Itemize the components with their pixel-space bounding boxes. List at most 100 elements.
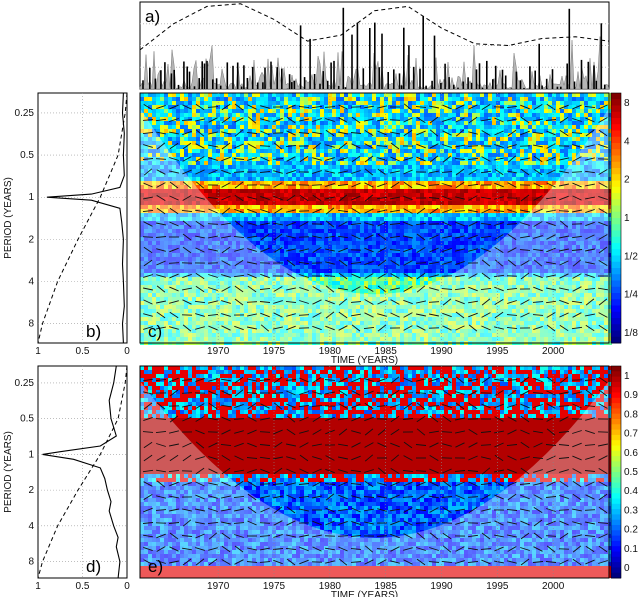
heatmap-cell [280, 137, 284, 141]
heatmap-cell [292, 245, 296, 249]
heatmap-cell [188, 217, 192, 221]
heatmap-cell [544, 153, 548, 157]
heatmap-cell [596, 201, 600, 205]
heatmap-cell [276, 181, 280, 185]
heatmap-cell [580, 217, 584, 221]
heatmap-cell [420, 241, 424, 245]
heatmap-cell [604, 205, 608, 209]
heatmap-cell [364, 241, 368, 245]
heatmap-cell [592, 161, 596, 165]
heatmap-cell [388, 101, 392, 105]
heatmap-cell [276, 197, 280, 201]
heatmap-cell [500, 141, 504, 145]
heatmap-cell [428, 149, 432, 153]
heatmap-cell [496, 145, 500, 149]
heatmap-cell [336, 125, 340, 129]
heatmap-cell [348, 233, 352, 237]
heatmap-cell [476, 197, 480, 201]
heatmap-cell [464, 193, 468, 197]
heatmap-cell [568, 145, 572, 149]
heatmap-cell [580, 201, 584, 205]
heatmap-cell [228, 209, 232, 213]
heatmap-cell [356, 253, 360, 257]
heatmap-cell [448, 161, 452, 165]
heatmap-cell [608, 213, 612, 217]
heatmap-cell [588, 169, 592, 173]
heatmap-cell [188, 181, 192, 185]
heatmap-cell [504, 197, 508, 201]
heatmap-cell [324, 245, 328, 249]
heatmap-cell [200, 137, 204, 141]
heatmap-cell [512, 117, 516, 121]
heatmap-cell [468, 113, 472, 117]
heatmap-cell [436, 209, 440, 213]
heatmap-cell [376, 241, 380, 245]
heatmap-cell [220, 221, 224, 225]
heatmap-cell [352, 173, 356, 177]
heatmap-cell [484, 149, 488, 153]
heatmap-cell [200, 109, 204, 113]
heatmap-cell [288, 185, 292, 189]
heatmap-cell [344, 117, 348, 121]
heatmap-cell [544, 121, 548, 125]
heatmap-cell [288, 133, 292, 137]
heatmap-cell [376, 237, 380, 241]
heatmap-cell [560, 177, 564, 181]
heatmap-cell [224, 193, 228, 197]
heatmap-cell [432, 141, 436, 145]
heatmap-cell [324, 121, 328, 125]
heatmap-cell [588, 129, 592, 133]
heatmap-cell [280, 241, 284, 245]
heatmap-cell [284, 245, 288, 249]
heatmap-cell [140, 113, 144, 117]
heatmap-cell [508, 225, 512, 229]
heatmap-cell [148, 105, 152, 109]
heatmap-cell [324, 125, 328, 129]
heatmap-cell [372, 121, 376, 125]
heatmap-cell [324, 149, 328, 153]
heatmap-cell [492, 233, 496, 237]
heatmap-cell [320, 145, 324, 149]
heatmap-cell [292, 253, 296, 257]
heatmap-cell [260, 225, 264, 229]
heatmap-cell [296, 181, 300, 185]
heatmap-cell [192, 133, 196, 137]
heatmap-cell [388, 157, 392, 161]
heatmap-cell [328, 225, 332, 229]
heatmap-cell [184, 229, 188, 233]
heatmap-cell [412, 145, 416, 149]
heatmap-cell [388, 209, 392, 213]
heatmap-cell [400, 141, 404, 145]
heatmap-cell [476, 157, 480, 161]
heatmap-cell [484, 213, 488, 217]
heatmap-cell [232, 165, 236, 169]
heatmap-cell [456, 125, 460, 129]
heatmap-cell [180, 161, 184, 165]
heatmap-cell [384, 169, 388, 173]
heatmap-cell [416, 141, 420, 145]
heatmap-cell [440, 149, 444, 153]
heatmap-cell [296, 177, 300, 181]
heatmap-cell [276, 165, 280, 169]
heatmap-cell [488, 137, 492, 141]
heatmap-cell [456, 177, 460, 181]
heatmap-cell [336, 253, 340, 257]
heatmap-cell [304, 213, 308, 217]
heatmap-cell [468, 185, 472, 189]
heatmap-cell [140, 217, 144, 221]
heatmap-cell [284, 181, 288, 185]
heatmap-cell [352, 145, 356, 149]
heatmap-cell [320, 229, 324, 233]
heatmap-cell [608, 225, 612, 229]
heatmap-cell [364, 169, 368, 173]
heatmap-cell [508, 197, 512, 201]
heatmap-cell [160, 177, 164, 181]
heatmap-cell [240, 213, 244, 217]
heatmap-cell [440, 177, 444, 181]
heatmap-cell [540, 165, 544, 169]
heatmap-cell [240, 149, 244, 153]
heatmap-cell [532, 137, 536, 141]
heatmap-cell [548, 133, 552, 137]
heatmap-cell [504, 221, 508, 225]
heatmap-cell [524, 97, 528, 101]
